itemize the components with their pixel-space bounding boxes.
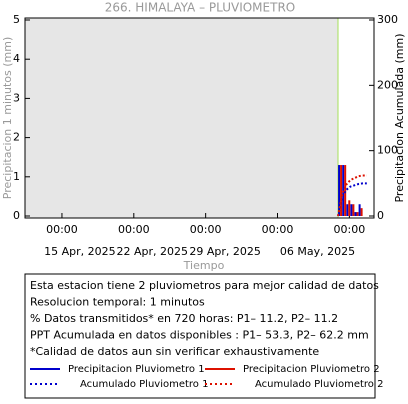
x-tick-label: 00:00: [118, 223, 150, 236]
x-date-label: 06 May, 2025: [280, 245, 355, 258]
y2-tick-label: 100: [377, 144, 398, 157]
y-tick-label: 2: [13, 131, 20, 144]
precip-bar: [354, 212, 357, 216]
precip-bar: [348, 200, 351, 216]
y-tick-label: 4: [13, 52, 20, 65]
chart-title: 266. HIMALAYA – PLUVIOMETRO: [105, 1, 295, 15]
precip-bar: [358, 204, 361, 216]
x-date-label: 29 Apr, 2025: [189, 245, 261, 258]
legend-label: Precipitacion Pluviometro 2: [243, 364, 380, 375]
x-tick-label: 00:00: [334, 223, 366, 236]
x-tick-label: 00:00: [190, 223, 222, 236]
info-line: Esta estacion tiene 2 pluviometros para …: [30, 279, 379, 292]
y2-axis-label: Precipitacion Acumulada (mm): [393, 33, 406, 202]
y2-tick-label: 200: [377, 78, 398, 91]
y-axis-label: Precipitacion 1 minutos (mm): [1, 37, 14, 199]
y-tick-label: 1: [13, 170, 20, 183]
x-axis-label: Tiempo: [183, 259, 225, 272]
info-line: % Datos transmitidos* en 720 horas: P1– …: [30, 312, 338, 325]
info-line: Resolucion temporal: 1 minutos: [30, 296, 205, 309]
y-tick-label: 3: [13, 91, 20, 104]
cumulative-line: [337, 174, 367, 217]
precip-bar: [344, 165, 347, 216]
legend-label: Precipitacion Pluviometro 1: [68, 364, 205, 375]
precip-bar: [346, 204, 349, 216]
info-line: *Calidad de datos aun sin verificar exha…: [30, 345, 319, 358]
info-line: PPT Acumulada en datos disponibles : P1–…: [30, 329, 369, 342]
y-tick-label: 5: [13, 13, 20, 26]
precip-bar: [356, 212, 359, 216]
precip-bar: [338, 165, 341, 216]
y2-tick-label: 0: [377, 209, 384, 222]
legend-label: Acumulado Pluviometro 2: [255, 379, 383, 390]
x-tick-label: 00:00: [262, 223, 294, 236]
info-box: [24, 273, 376, 399]
precip-bar: [352, 204, 355, 216]
legend-label: Acumulado Pluviometro 1: [80, 379, 208, 390]
precip-bar: [350, 204, 353, 216]
x-date-label: 15 Apr, 2025: [44, 245, 116, 258]
x-tick-label: 00:00: [46, 223, 78, 236]
y2-tick-label: 300: [377, 13, 398, 26]
precip-bar: [340, 165, 343, 216]
plot-frame: [24, 17, 375, 219]
x-date-label: 22 Apr, 2025: [117, 245, 189, 258]
precip-bar: [360, 208, 363, 216]
no-data-region: [25, 18, 338, 218]
y-tick-label: 0: [13, 209, 20, 222]
